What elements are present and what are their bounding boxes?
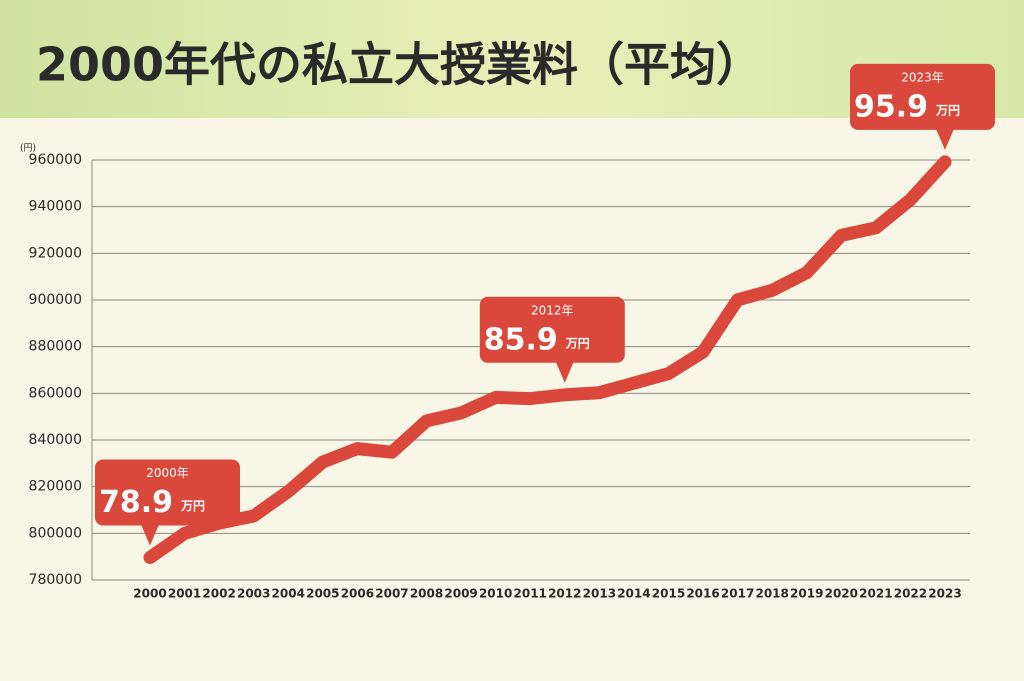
x-tick-label: 2019 [790, 587, 823, 601]
y-tick-label: 900000 [29, 292, 82, 308]
callout-unit: 万円 [180, 499, 205, 513]
callout-unit: 万円 [935, 103, 960, 117]
y-tick-label: 860000 [29, 385, 82, 401]
x-tick-label: 2010 [479, 587, 512, 601]
callout-unit: 万円 [565, 336, 590, 350]
callout-box [479, 296, 625, 363]
x-tick-label: 2012 [548, 587, 581, 601]
x-tick-label: 2003 [237, 587, 270, 601]
x-tick-label: 2013 [583, 587, 616, 601]
y-tick-label: 780000 [29, 572, 82, 588]
x-tick-label: 2021 [859, 587, 892, 601]
data-line [143, 155, 952, 564]
y-tick-label: 840000 [29, 432, 82, 448]
callout: 2023年 95.9 万円 [850, 63, 995, 150]
x-tick-label: 2011 [514, 587, 547, 601]
x-tick-label: 2018 [755, 587, 788, 601]
x-tick-label: 2009 [444, 587, 477, 601]
callout: 2012年 85.9 万円 [479, 296, 625, 383]
y-tick-label: 820000 [29, 479, 82, 495]
chart-title: 2000年代の私立大授業料（平均） [36, 38, 762, 92]
y-tick-label: 880000 [29, 339, 82, 355]
callout-pointer [936, 128, 954, 150]
x-tick-label: 2006 [341, 587, 374, 601]
callout-pointer [141, 524, 159, 546]
x-tick-label: 2004 [272, 587, 305, 601]
x-tick-label: 2002 [202, 587, 235, 601]
x-tick-label: 2000 [133, 587, 166, 601]
x-tick-label: 2022 [894, 587, 927, 601]
y-tick-label: 800000 [29, 525, 82, 541]
callout-box [850, 63, 995, 130]
callout: 2000年 78.9 万円 [95, 459, 240, 546]
x-tick-label: 2005 [306, 587, 339, 601]
x-tick-label: 2001 [168, 587, 201, 601]
x-tick-label: 2008 [410, 587, 443, 601]
y-unit: (円) [20, 143, 36, 154]
callout-value: 95.9 [854, 89, 928, 124]
x-tick-label: 2016 [686, 587, 719, 601]
y-tick-label: 920000 [29, 245, 82, 261]
x-tick-label: 2020 [825, 587, 858, 601]
y-tick-label: 960000 [29, 152, 82, 168]
callout-year: 2012年 [531, 303, 574, 317]
callout-box [95, 459, 240, 526]
callout-year: 2000年 [146, 466, 189, 480]
callout-year: 2023年 [901, 70, 944, 84]
x-tick-label: 2023 [928, 587, 961, 601]
callout-value: 85.9 [484, 322, 558, 357]
y-tick-label: 940000 [29, 199, 82, 215]
x-tick-label: 2007 [375, 587, 408, 601]
x-tick-label: 2017 [721, 587, 754, 601]
x-tick-label: 2014 [617, 587, 650, 601]
x-tick-label: 2015 [652, 587, 685, 601]
callout-value: 78.9 [99, 485, 173, 520]
callout-pointer [555, 361, 574, 383]
